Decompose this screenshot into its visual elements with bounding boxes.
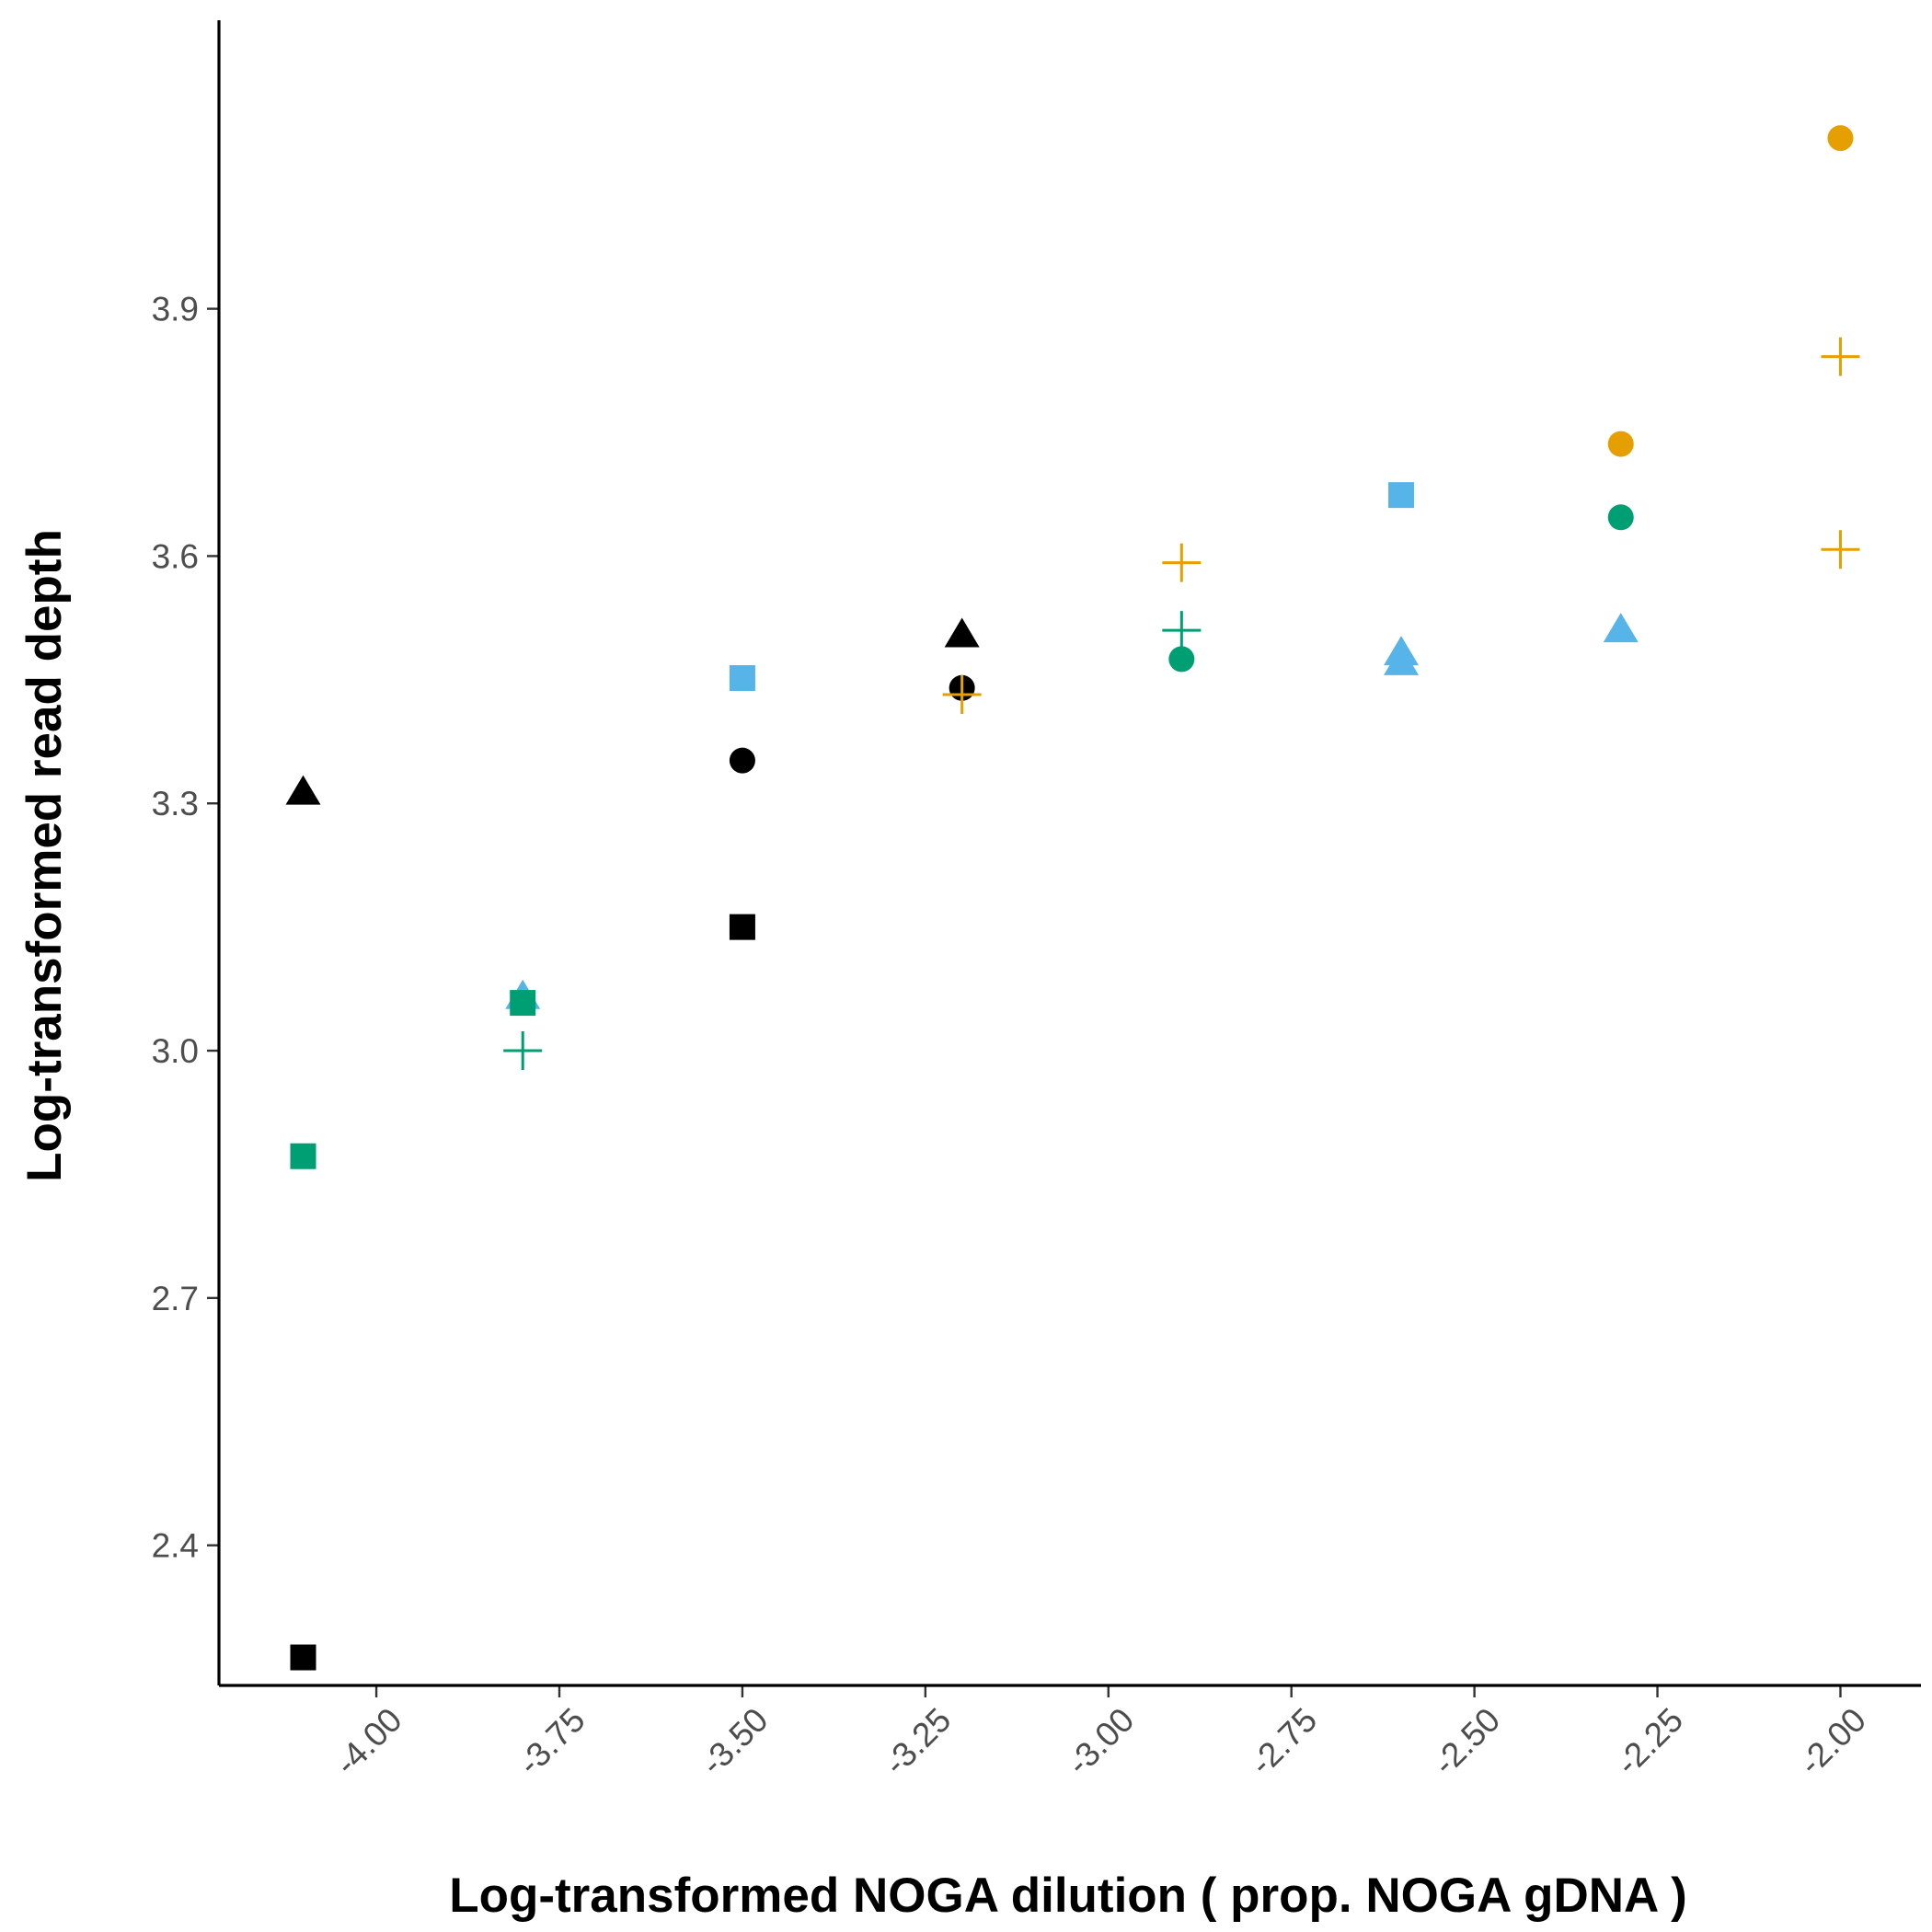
data-point-square xyxy=(510,990,536,1017)
y-axis-title: Log-transformed read depth xyxy=(17,529,72,1182)
x-tick-label: -4.00 xyxy=(328,1701,409,1783)
data-point-circle xyxy=(1607,431,1634,457)
x-tick-label: -2.25 xyxy=(1609,1701,1691,1783)
x-tick-label: -2.75 xyxy=(1243,1701,1325,1783)
data-point-square xyxy=(290,1143,316,1169)
data-point-circle xyxy=(729,747,755,774)
y-axis-ticks: 2.4 2.7 3.0 3.3 3.6 3.9 xyxy=(152,291,219,1565)
data-point-cross xyxy=(1821,530,1860,569)
data-point-square xyxy=(1388,482,1415,509)
x-tick-label: -3.00 xyxy=(1060,1701,1142,1783)
data-points xyxy=(285,125,1860,1671)
x-tick-label: -2.00 xyxy=(1791,1701,1873,1783)
data-point-square xyxy=(729,914,755,940)
data-point-circle xyxy=(1168,646,1195,673)
y-tick-label: 3.9 xyxy=(152,291,199,328)
data-point-circle xyxy=(1827,125,1854,152)
y-tick-label: 3.0 xyxy=(152,1032,199,1070)
data-point-cross xyxy=(1162,543,1202,582)
x-tick-label: -3.50 xyxy=(694,1701,776,1783)
data-point-triangle xyxy=(944,617,980,648)
data-point-triangle xyxy=(1384,645,1420,675)
data-point-square xyxy=(729,665,755,692)
data-point-cross xyxy=(503,1031,543,1071)
y-tick-label: 3.3 xyxy=(152,785,199,822)
data-point-circle xyxy=(1607,504,1634,531)
y-tick-label: 3.6 xyxy=(152,537,199,575)
x-tick-label: -3.25 xyxy=(877,1701,959,1783)
data-point-triangle xyxy=(285,775,321,805)
data-point-cross xyxy=(1821,337,1860,376)
data-point-triangle xyxy=(1603,613,1639,643)
y-tick-label: 2.7 xyxy=(152,1280,199,1317)
x-axis-ticks: -4.00 -3.75 -3.50 -3.25 -3.00 -2.75 -2.50 -2.25… xyxy=(328,1685,1873,1782)
x-tick-label: -3.75 xyxy=(511,1701,592,1783)
y-tick-label: 2.4 xyxy=(152,1527,199,1565)
x-axis-title: Log-transformed NOGA dilution ( prop. NO… xyxy=(449,1869,1686,1923)
data-point-cross xyxy=(942,674,982,714)
data-point-cross xyxy=(1162,611,1202,650)
x-tick-label: -2.50 xyxy=(1426,1701,1508,1783)
data-point-square xyxy=(290,1644,316,1671)
